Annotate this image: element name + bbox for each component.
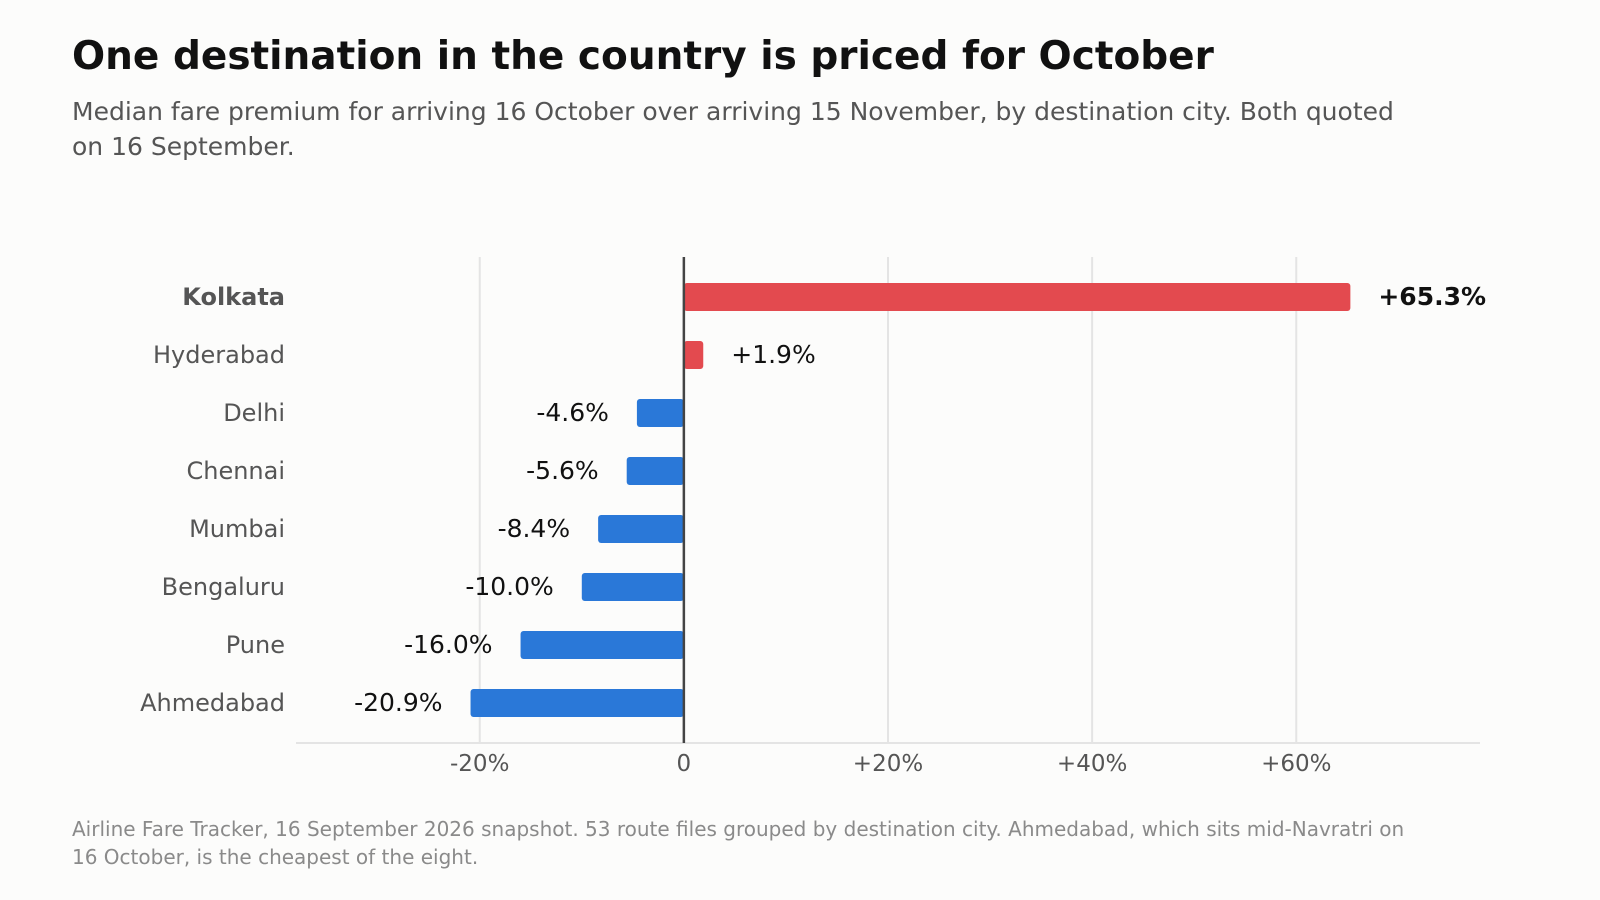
value-label: -4.6% — [536, 398, 609, 427]
bar — [683, 341, 704, 369]
category-label: Hyderabad — [153, 341, 285, 369]
x-tick-label: +40% — [1057, 751, 1127, 777]
value-label: -10.0% — [465, 572, 553, 601]
bar — [470, 689, 684, 717]
x-tick-label: -20% — [450, 751, 509, 777]
labels: Kolkata +65.3% Hyderabad +1.9% Delhi -4.6% Che… — [140, 282, 1486, 717]
category-label: Delhi — [223, 399, 285, 427]
bar — [626, 457, 684, 485]
chart-footnote: Airline Fare Tracker, 16 September 2026 … — [72, 817, 1405, 869]
category-label: Chennai — [186, 457, 285, 485]
category-label: Ahmedabad — [140, 689, 285, 717]
category-label: Mumbai — [189, 515, 285, 543]
bar — [683, 283, 1351, 311]
chart-title: One destination in the country is priced… — [72, 34, 1214, 79]
axes: -20% 0 +20% +40% +60% — [296, 257, 1480, 777]
x-tick-label: 0 — [677, 751, 692, 777]
value-label: -16.0% — [404, 630, 492, 659]
x-tick-label: +60% — [1261, 751, 1331, 777]
bars — [470, 283, 1351, 717]
bar — [581, 573, 684, 601]
value-label: +65.3% — [1378, 282, 1486, 311]
category-label: Bengaluru — [162, 573, 285, 601]
value-label: -8.4% — [498, 514, 571, 543]
bar — [598, 515, 684, 543]
bar — [636, 399, 684, 427]
bar — [520, 631, 684, 659]
value-label: -20.9% — [354, 688, 442, 717]
value-label: +1.9% — [731, 340, 815, 369]
value-label: -5.6% — [526, 456, 599, 485]
category-label: Kolkata — [182, 283, 285, 311]
chart-subtitle: Median fare premium for arriving 16 Octo… — [72, 97, 1394, 161]
x-tick-label: +20% — [853, 751, 923, 777]
category-label: Pune — [226, 631, 285, 659]
gridlines — [478, 257, 1298, 743]
